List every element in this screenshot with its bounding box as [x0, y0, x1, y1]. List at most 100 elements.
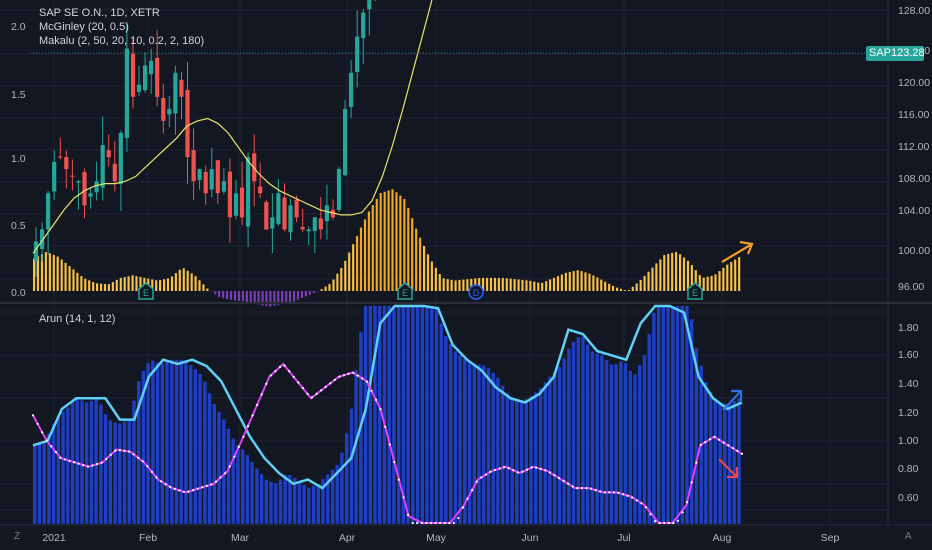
timezone-button[interactable]: Z — [14, 531, 21, 542]
makalu-bar — [84, 278, 87, 291]
makalu-bar — [635, 283, 638, 291]
time-tick-label: Jun — [522, 532, 539, 544]
makalu-bar — [352, 244, 355, 291]
price-tick-label: 116.00 — [898, 109, 929, 121]
arun-bar — [448, 343, 453, 524]
arun-bar — [174, 359, 179, 524]
arun-bar — [326, 474, 330, 524]
arun-bar — [236, 444, 240, 524]
arun-magenta-dot — [196, 487, 199, 490]
makalu-bar — [33, 258, 36, 291]
arun-bar — [307, 487, 311, 524]
arun-magenta-dot — [471, 489, 474, 492]
event-marker-label: E — [143, 288, 149, 298]
candle-body — [88, 193, 93, 197]
arun-magenta-dot — [155, 476, 158, 479]
arun-magenta-dot — [288, 370, 291, 373]
makalu-bar — [44, 252, 47, 291]
arun-legend[interactable]: Arun (14, 1, 12) — [39, 313, 116, 325]
makalu-bar — [222, 291, 225, 299]
arun-magenta-dot — [557, 477, 561, 480]
candle-body — [288, 205, 293, 233]
arun-magenta-dot — [713, 435, 716, 438]
makalu-legend[interactable]: Makalu (2, 50, 20, 10, 0.2, 2, 180) — [39, 35, 205, 47]
candle-body — [343, 108, 348, 176]
makalu-bar — [115, 280, 118, 291]
arun-bar — [146, 363, 150, 524]
arun-bar — [444, 336, 448, 524]
arun-magenta-dot — [452, 521, 455, 525]
arun-bar — [482, 365, 486, 524]
arun-tick-label: 1.20 — [898, 407, 919, 419]
makalu-bar — [631, 286, 634, 291]
makalu-bar — [261, 291, 264, 306]
time-axis[interactable]: 2021 Feb Mar Apr May Jun Jul Aug Sep — [42, 532, 839, 544]
arun-bar — [642, 355, 647, 524]
arun-bar — [595, 353, 599, 524]
arun-tick-label: 1.80 — [898, 322, 919, 334]
makalu-bar — [493, 277, 497, 291]
arun-bar — [345, 433, 349, 524]
makalu-bar — [549, 279, 552, 291]
arun-bar — [378, 306, 382, 524]
arun-bar — [467, 361, 472, 524]
makalu-bar — [103, 284, 107, 291]
makalu-bar — [572, 271, 575, 291]
arun-cyan-line — [32, 304, 743, 490]
arun-bar — [430, 306, 434, 524]
makalu-bar — [710, 275, 713, 291]
makalu-bar — [344, 260, 347, 291]
makalu-bar — [584, 272, 587, 291]
arun-magenta-dot — [31, 414, 35, 417]
makalu-bar — [462, 279, 465, 291]
arun-magenta-dot — [210, 483, 213, 486]
arun-magenta-dot — [658, 521, 661, 525]
makalu-bar — [383, 191, 386, 291]
makalu-bar — [608, 283, 611, 291]
arun-bar — [99, 404, 103, 524]
arun-magenta-dot — [182, 490, 185, 493]
arun-magenta-dot — [86, 465, 89, 468]
arun-axis[interactable]: 1.80 1.60 1.40 1.20 1.00 0.80 0.60 — [898, 322, 919, 504]
makalu-bar — [281, 291, 284, 304]
makalu-bar — [537, 282, 540, 291]
auto-scale-button[interactable]: A — [905, 531, 912, 542]
arun-bar — [619, 361, 623, 524]
arun-magenta-dot — [562, 479, 565, 483]
arun-bar — [671, 306, 675, 524]
makalu-bar — [359, 227, 363, 291]
arun-tick-label: 1.00 — [898, 435, 919, 447]
makalu-bar — [265, 291, 268, 307]
makalu-bar — [210, 291, 213, 292]
symbol-title[interactable]: SAP SE O.N., 1D, XETR — [39, 7, 160, 19]
arun-bar — [75, 398, 79, 524]
makalu-bar — [612, 285, 615, 291]
arun-tick-label: 0.60 — [898, 492, 919, 504]
arun-bar — [103, 414, 108, 524]
candle-body — [179, 79, 184, 97]
makalu-bar — [596, 277, 599, 291]
candle-body — [149, 60, 154, 75]
makalu-bar — [320, 289, 323, 291]
arun-magenta-dot — [365, 380, 368, 383]
candle-body — [276, 193, 281, 225]
arun-magenta-dot — [727, 444, 730, 447]
price-axis[interactable]: 128.00124.00120.00116.00112.00108.00104.… — [898, 5, 930, 293]
arun-bar — [155, 362, 160, 524]
arun-bar — [425, 306, 429, 524]
makalu-bar — [482, 277, 485, 291]
candle-body — [40, 229, 45, 249]
makalu-axis: 2.0 1.5 1.0 0.5 0.0 — [11, 21, 26, 299]
arun-magenta-dot — [278, 365, 282, 368]
arun-bar — [609, 364, 614, 524]
mcginley-legend[interactable]: McGinley (20, 0.5) — [39, 21, 129, 33]
makalu-tick-label: 1.0 — [11, 153, 26, 165]
makalu-bar — [233, 291, 237, 301]
arun-magenta-dot — [622, 493, 625, 496]
candle-body — [173, 72, 178, 114]
makalu-bar — [663, 255, 666, 291]
makalu-bar — [627, 290, 630, 291]
makalu-bar — [198, 280, 201, 291]
arun-magenta-dot — [306, 392, 309, 395]
makalu-bar — [667, 253, 670, 291]
